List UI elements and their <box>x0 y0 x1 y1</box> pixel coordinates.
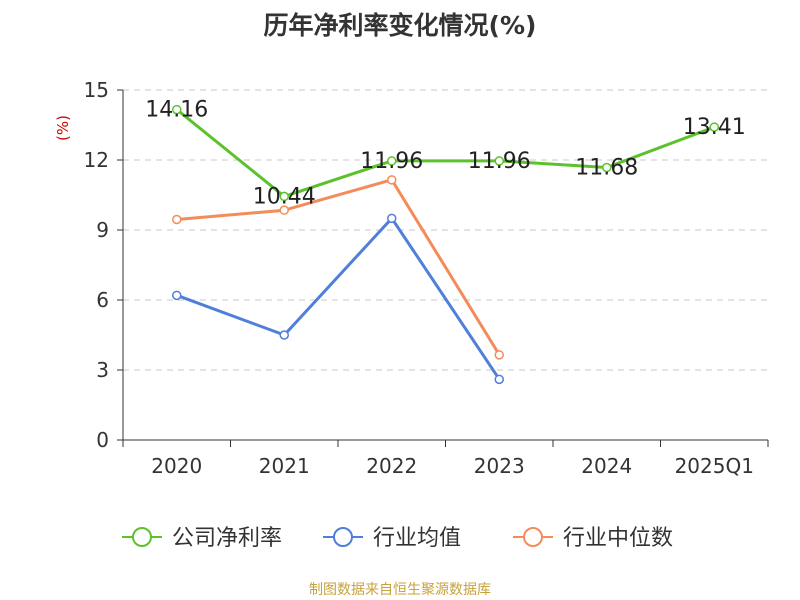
y-tick-label: 6 <box>96 288 109 312</box>
data-label: 11.68 <box>575 155 638 180</box>
data-label: 11.96 <box>468 149 531 174</box>
data-label: 13.41 <box>683 115 746 140</box>
series <box>172 104 719 385</box>
data-labels: 14.16 10.44 11.96 11.96 11.68 13.41 <box>145 98 745 210</box>
x-tick-label: 2024 <box>581 454 632 478</box>
x-tick-label: 2020 <box>151 454 202 478</box>
data-point <box>494 374 504 385</box>
legend-label: 行业中位数 <box>563 526 673 551</box>
data-point <box>709 122 719 132</box>
source-note: 制图数据来自恒生聚源数据库 <box>309 582 491 598</box>
grid-lines <box>123 89 768 371</box>
axes: 0 3 6 9 12 15 2020 2021 2022 2023 2024 2025Q1 <box>84 78 769 478</box>
data-point <box>279 330 289 340</box>
legend-marker <box>132 527 152 547</box>
x-tick-label: 2023 <box>474 454 525 478</box>
data-point <box>387 213 397 224</box>
y-tick-label: 9 <box>96 218 109 242</box>
data-point <box>387 175 397 185</box>
series-line <box>176 178 501 356</box>
y-tick-label: 3 <box>96 358 109 382</box>
data-point <box>172 214 182 225</box>
series-line <box>175 108 715 198</box>
series-line <box>176 216 501 381</box>
x-tick-label: 2025Q1 <box>675 454 754 478</box>
y-tick-label: 12 <box>84 148 109 172</box>
data-point <box>172 104 182 115</box>
data-point <box>279 191 289 202</box>
y-tick-label: 0 <box>96 428 109 452</box>
legend: 公司净利率 行业均值 行业中位数 <box>122 526 673 551</box>
data-label: 11.96 <box>360 149 423 174</box>
data-label: 14.16 <box>145 98 208 123</box>
data-label: 10.44 <box>253 184 316 209</box>
legend-label: 公司净利率 <box>172 526 282 551</box>
chart-title: 历年净利率变化情况(%) <box>263 11 537 40</box>
data-point <box>494 350 504 360</box>
data-point <box>494 156 504 166</box>
x-tick-label: 2022 <box>366 454 417 478</box>
data-point <box>279 205 289 215</box>
y-axis-label: (%) <box>54 115 72 141</box>
data-point <box>602 162 612 173</box>
x-tick-label: 2021 <box>259 454 310 478</box>
legend-label: 行业均值 <box>373 526 461 551</box>
legend-marker <box>333 527 353 547</box>
data-point <box>172 290 182 301</box>
data-point <box>387 156 397 166</box>
y-tick-label: 15 <box>84 78 109 102</box>
legend-marker <box>523 527 543 547</box>
